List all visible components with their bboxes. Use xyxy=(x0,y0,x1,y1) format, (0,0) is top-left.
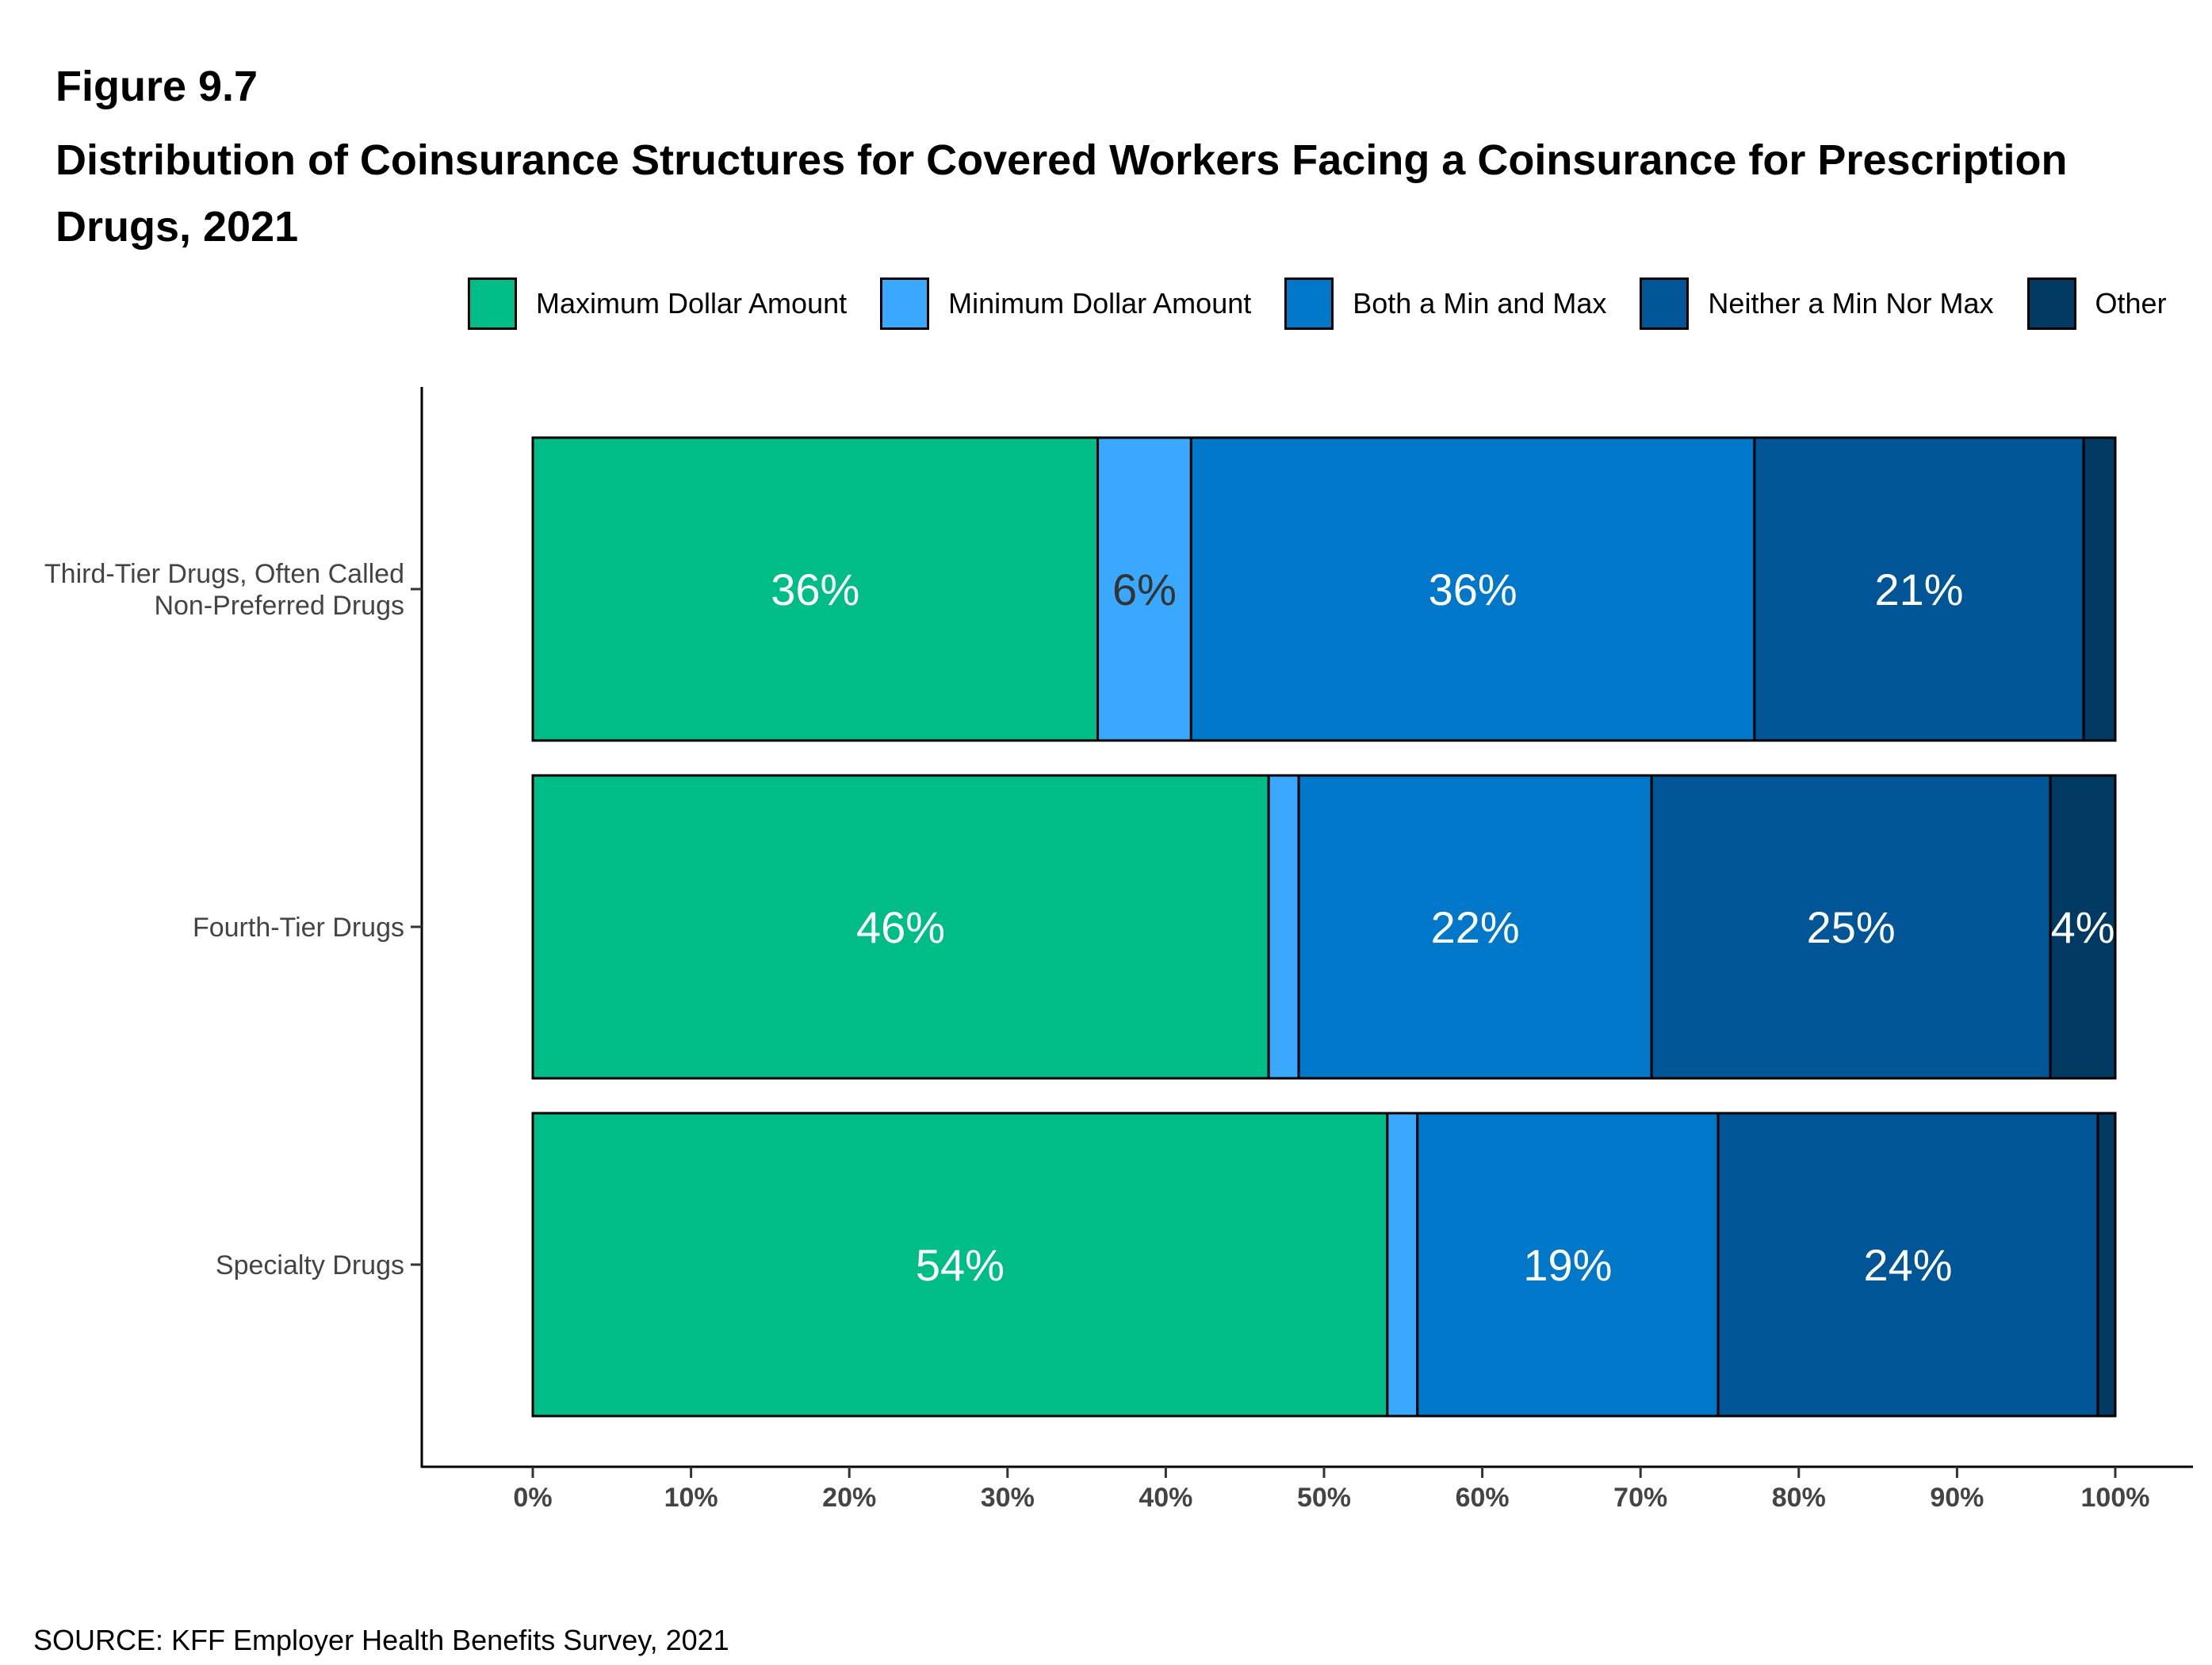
y-tick-label: Fourth-Tier Drugs xyxy=(193,913,404,943)
x-tick-label: 60% xyxy=(1456,1483,1510,1513)
legend-swatch-neither xyxy=(1640,278,1690,330)
legend-swatch-max xyxy=(468,278,517,330)
bar-segment xyxy=(1753,436,2085,742)
x-tick-label: 50% xyxy=(1297,1483,1351,1513)
bar-segment xyxy=(1297,774,1653,1080)
data-label: 25% xyxy=(1807,902,1896,952)
data-label: 6% xyxy=(1112,565,1177,614)
legend-item-max: Maximum Dollar Amount xyxy=(468,278,847,330)
x-tick-label: 30% xyxy=(981,1483,1035,1513)
legend-label-other: Other xyxy=(2095,287,2167,320)
data-label: 4% xyxy=(2051,902,2115,952)
bar-segment xyxy=(2082,436,2117,742)
bar-segment xyxy=(1189,436,1756,742)
figure-number: Figure 9.7 xyxy=(55,63,258,110)
x-tick-label: 20% xyxy=(822,1483,876,1513)
bar-segment xyxy=(1650,774,2052,1080)
bar-segment xyxy=(1267,774,1300,1080)
y-tick-label: Third-Tier Drugs, Often Called Non-Prefer… xyxy=(44,559,404,621)
legend-label-neither: Neither a Min Nor Max xyxy=(1708,287,1994,320)
legend-item-min: Minimum Dollar Amount xyxy=(880,278,1251,330)
data-label: 24% xyxy=(1863,1240,1952,1290)
data-label: 36% xyxy=(1429,565,1517,614)
legend-item-both: Both a Min and Max xyxy=(1284,278,1606,330)
data-label: 22% xyxy=(1431,902,1520,952)
bar-segment xyxy=(531,774,1270,1080)
x-tick-label: 0% xyxy=(513,1483,552,1513)
data-label: 46% xyxy=(856,902,945,952)
x-tick-label: 10% xyxy=(664,1483,718,1513)
legend-label-max: Maximum Dollar Amount xyxy=(536,287,848,320)
bar-segment xyxy=(1096,436,1192,742)
data-label: 21% xyxy=(1874,565,1963,614)
bar-segment xyxy=(1386,1112,1419,1418)
data-label: 19% xyxy=(1523,1240,1612,1290)
figure-title: Distribution of Coinsurance Structures f… xyxy=(55,136,2068,251)
bar-segment xyxy=(2096,1112,2117,1418)
x-tick-label: 70% xyxy=(1613,1483,1667,1513)
source-note: SOURCE: KFF Employer Health Benefits Sur… xyxy=(33,1624,729,1656)
legend-swatch-other xyxy=(2026,278,2076,330)
chart-legend: Maximum Dollar Amount Minimum Dollar Amo… xyxy=(468,276,2167,331)
legend-label-min: Minimum Dollar Amount xyxy=(948,287,1252,320)
legend-swatch-min xyxy=(880,278,930,330)
legend-swatch-both xyxy=(1284,278,1334,330)
x-tick-label: 100% xyxy=(2081,1483,2150,1513)
bar-segment xyxy=(531,436,1100,742)
data-label: 54% xyxy=(916,1240,1005,1290)
legend-label-both: Both a Min and Max xyxy=(1353,287,1607,320)
bar-segment xyxy=(1416,1112,1720,1418)
x-tick-label: 80% xyxy=(1772,1483,1826,1513)
y-tick-label: Specialty Drugs xyxy=(216,1250,404,1280)
bar-segment xyxy=(2049,774,2117,1080)
bar-segment xyxy=(531,1112,1389,1418)
bar-segment xyxy=(1716,1112,2099,1418)
x-tick-label: 40% xyxy=(1139,1483,1192,1513)
x-tick-label: 90% xyxy=(1930,1483,1984,1513)
data-label: 36% xyxy=(771,565,859,614)
legend-item-neither: Neither a Min Nor Max xyxy=(1640,278,1994,330)
legend-item-other: Other xyxy=(2026,278,2167,330)
